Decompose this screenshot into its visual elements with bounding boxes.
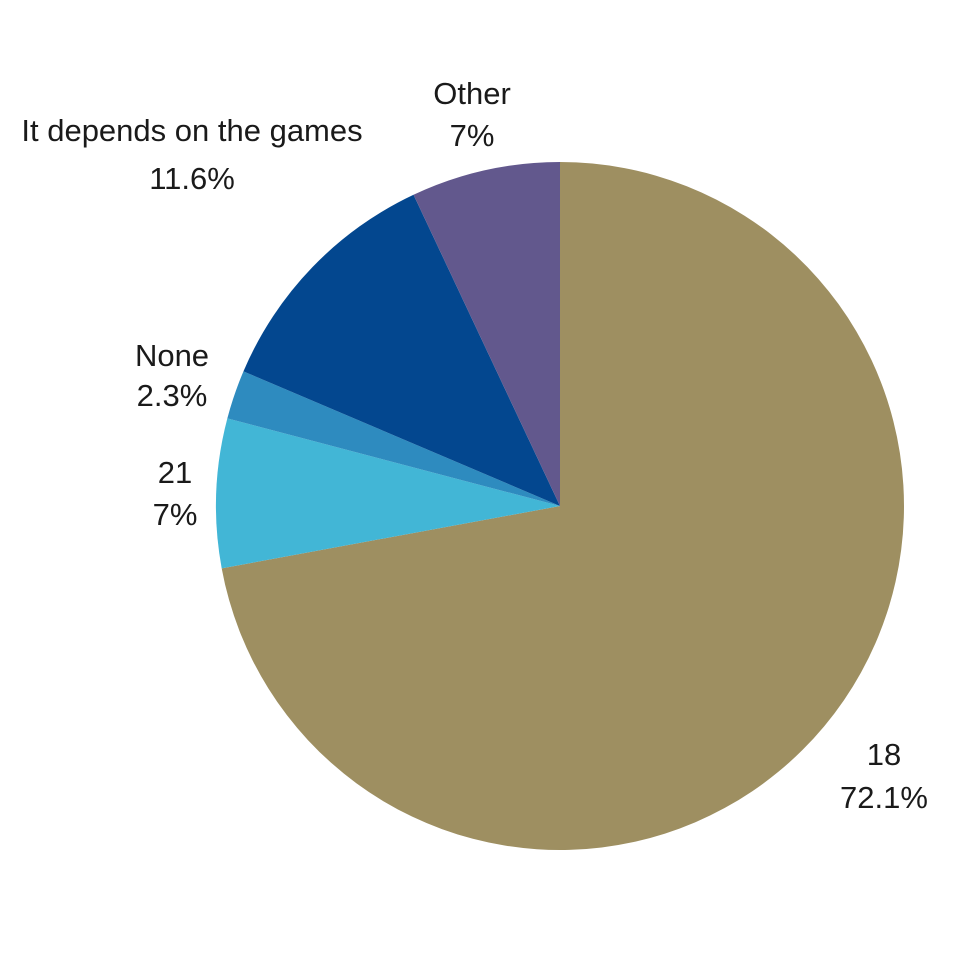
slice-value-none: 2.3%: [137, 378, 208, 413]
pie-labels: 18 72.1% 21 7% None 2.3% It depends on t…: [21, 76, 928, 815]
slice-value-it-depends: 11.6%: [149, 161, 235, 196]
slice-value-other: 7%: [450, 118, 495, 153]
slice-label-18: 18: [867, 737, 901, 772]
slice-value-21: 7%: [153, 497, 198, 532]
slice-label-it-depends: It depends on the games: [21, 113, 362, 148]
pie-slice-none: [227, 371, 560, 506]
pie-slice-other: [413, 162, 560, 506]
slice-label-21: 21: [158, 455, 192, 490]
pie-slice-18: [221, 162, 904, 851]
pie-slice-it-depends-on-the-games: [243, 194, 560, 507]
pie-slice-21: [215, 418, 561, 569]
slice-label-none: None: [135, 338, 209, 373]
slice-value-18: 72.1%: [840, 780, 928, 815]
pie-slices: [215, 162, 904, 851]
slice-label-other: Other: [433, 76, 511, 111]
